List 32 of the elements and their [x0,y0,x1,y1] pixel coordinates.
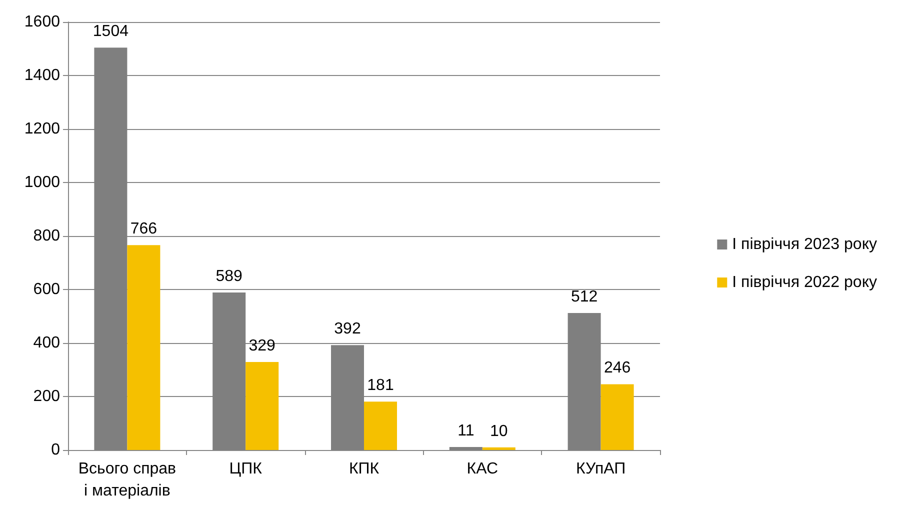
data-label: 10 [490,422,508,440]
bar [482,447,516,450]
data-label: 329 [248,337,276,354]
data-label: 246 [604,360,631,377]
data-label: 512 [570,288,598,306]
y-tick-label: 600 [33,281,60,298]
x-tick-label: ЦПК [229,460,263,478]
bar [127,245,160,450]
bar [246,362,279,450]
x-tick-label: КПК [348,460,380,478]
y-tick-label: 1200 [24,120,60,138]
y-tick-label: 0 [51,442,60,458]
data-label: 589 [216,268,243,285]
y-tick-label: 1000 [24,174,60,191]
bar [600,384,634,450]
y-tick-label: 1600 [24,14,60,30]
data-label: 181 [367,377,394,394]
legend-label: І півріччя 2023 року [732,236,877,253]
bar [449,447,482,450]
y-tick-label: 200 [33,388,60,405]
legend-label: І півріччя 2022 року [732,274,877,291]
y-tick-label: 400 [33,334,60,352]
data-label: 1504 [92,23,129,40]
x-tick-label: КУпАП [576,460,626,478]
x-tick-label: КАС [466,460,498,478]
data-label: 766 [130,220,158,238]
y-tick-label: 1400 [24,67,60,84]
bar [364,402,397,450]
data-label: 11 [458,422,474,440]
data-label: 392 [334,320,361,338]
x-tick-label: Всього справ і матеріалів [78,460,176,500]
y-tick-label: 800 [33,228,60,244]
